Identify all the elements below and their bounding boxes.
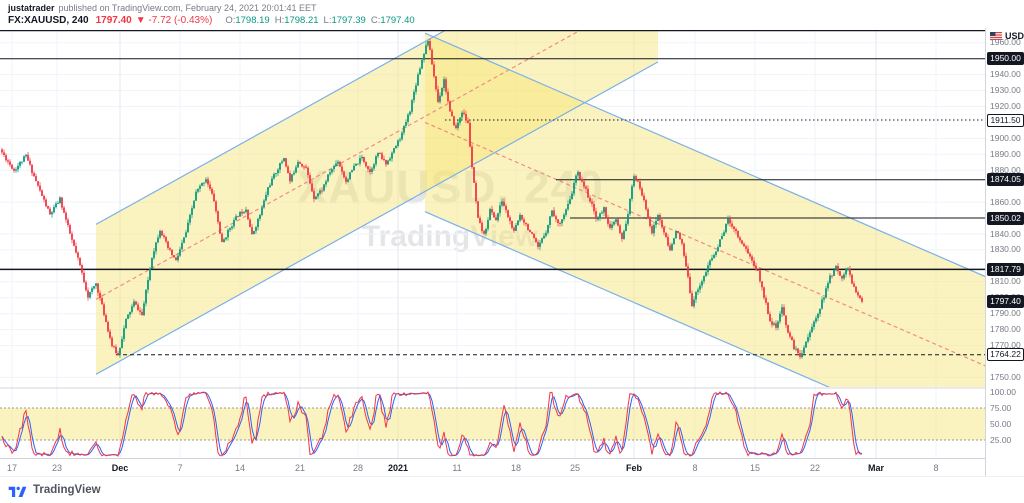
- last-price-badge: 1797.40: [987, 295, 1024, 309]
- time-tick: 28: [352, 463, 364, 473]
- oscillator-tick: 100.00: [990, 386, 1016, 397]
- oscillator-tick: 25.00: [990, 434, 1012, 445]
- price-tick: 1770.00: [990, 340, 1021, 351]
- high-label: H:: [274, 15, 285, 26]
- price-level-badge: 1764.22: [987, 348, 1024, 362]
- low-value: 1797.39: [331, 15, 366, 26]
- price-level-badge: 1874.05: [987, 173, 1024, 187]
- time-axis[interactable]: 17 23 Dec 7 14 21 28 2021 11 18 25 Feb 8 15 22 Mar 8: [0, 458, 985, 476]
- price-axis[interactable]: USD 1960.00 1940.00 1930.00 1920.00 1900.00 1…: [985, 28, 1024, 476]
- time-tick: 21: [294, 463, 306, 473]
- high-value: 1798.21: [284, 15, 319, 26]
- time-tick: 18: [510, 463, 522, 473]
- price-tick: 1960.00: [990, 37, 1021, 48]
- chart-header: justatrader published on TradingView.com,…: [0, 0, 1024, 28]
- price-tick: 1920.00: [990, 101, 1021, 111]
- symbol-info-line: FX:XAUUSD, 240 1797.40 ▼ -7.72 (-0.43%) O:1…: [8, 14, 1024, 27]
- footer-bar: TradingView: [0, 476, 1024, 503]
- time-tick: 17: [6, 463, 18, 473]
- time-tick: 14: [234, 463, 246, 473]
- currency-label: USD: [1005, 31, 1024, 41]
- price-level-badge: 1911.50: [987, 113, 1024, 127]
- low-label: L:: [323, 15, 332, 26]
- time-tick: Mar: [867, 463, 885, 473]
- price-tick: 1790.00: [990, 308, 1021, 319]
- time-tick: Dec: [111, 463, 129, 473]
- price-tick: 1940.00: [990, 69, 1021, 80]
- price-tick: 1890.00: [990, 148, 1021, 159]
- time-tick: 8: [692, 463, 698, 473]
- publish-info-line: justatrader published on TradingView.com,…: [8, 3, 1024, 14]
- time-tick: 8: [933, 463, 939, 473]
- ohlc-values: O:1798.19 H:1798.21 L:1797.39 C:1797.40: [220, 15, 414, 26]
- oscillator-tick: 50.00: [990, 418, 1012, 429]
- time-tick: 23: [51, 463, 63, 473]
- time-tick: 11: [452, 463, 462, 473]
- us-flag-icon: [990, 32, 1002, 40]
- author-name[interactable]: justatrader: [8, 3, 55, 13]
- price-level-badge: 1817.79: [987, 262, 1024, 276]
- close-label: C:: [370, 15, 381, 26]
- last-price: 1797.40: [95, 15, 132, 26]
- symbol-title[interactable]: FX:XAUUSD, 240: [8, 15, 89, 26]
- price-tick: 1840.00: [990, 228, 1021, 239]
- time-tick: 15: [749, 463, 761, 473]
- price-tick: 1880.00: [990, 164, 1021, 175]
- price-tick: 1810.00: [990, 276, 1021, 287]
- open-value: 1798.19: [235, 15, 270, 26]
- time-tick: 7: [177, 463, 183, 473]
- currency-selector[interactable]: USD: [990, 31, 1024, 41]
- close-value: 1797.40: [380, 15, 415, 26]
- price-tick: 1780.00: [990, 324, 1021, 335]
- price-change: ▼ -7.72 (-0.43%): [135, 15, 213, 26]
- price-tick: 1900.00: [990, 132, 1021, 143]
- price-tick: 1830.00: [990, 244, 1021, 255]
- price-tick: 1930.00: [990, 85, 1021, 96]
- open-label: O:: [225, 15, 236, 26]
- price-tick: 1750.00: [990, 371, 1021, 382]
- published-text: published on TradingView.com, February 2…: [58, 3, 317, 13]
- oscillator-tick: 75.00: [990, 402, 1012, 413]
- tradingview-logo-icon[interactable]: [8, 484, 27, 497]
- time-tick: 22: [809, 463, 821, 473]
- time-tick: 25: [569, 463, 581, 473]
- price-level-badge: 1850.02: [987, 211, 1024, 225]
- time-tick: Feb: [625, 463, 643, 473]
- tradingview-brand[interactable]: TradingView: [33, 484, 101, 496]
- time-tick: 2021: [387, 463, 409, 473]
- price-tick: 1860.00: [990, 196, 1021, 207]
- price-level-badge: 1950.00: [987, 52, 1024, 66]
- price-chart-canvas[interactable]: [0, 28, 985, 476]
